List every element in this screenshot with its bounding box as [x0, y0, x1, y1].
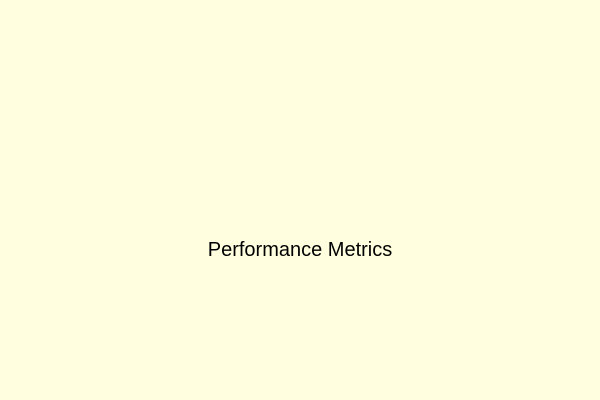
page-title: Performance Metrics	[207, 239, 393, 261]
